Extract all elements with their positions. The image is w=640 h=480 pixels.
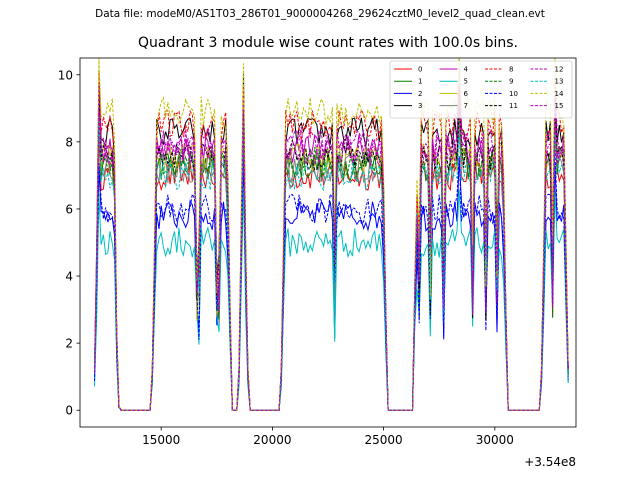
legend-label-13: 13 <box>555 78 564 86</box>
y-tick-label: 8 <box>65 135 73 149</box>
y-tick-label: 2 <box>65 337 73 351</box>
legend-box <box>389 60 573 119</box>
plot-area <box>94 58 569 411</box>
legend-label-3: 3 <box>418 102 422 110</box>
series-line-13 <box>94 117 569 411</box>
x-offset-label: +3.54e8 <box>524 455 576 469</box>
series-line-2 <box>94 158 569 411</box>
y-tick-label: 10 <box>58 68 73 82</box>
legend-label-4: 4 <box>464 66 469 74</box>
series-line-7 <box>94 113 569 411</box>
series-line-12 <box>94 83 569 411</box>
y-tick-label: 4 <box>65 270 73 284</box>
legend-label-8: 8 <box>509 66 513 74</box>
legend-label-7: 7 <box>464 102 468 110</box>
series-line-6 <box>94 100 569 411</box>
legend-label-1: 1 <box>418 78 422 86</box>
chart-title: Quadrant 3 module wise count rates with … <box>138 35 518 51</box>
legend-label-9: 9 <box>509 78 513 86</box>
legend-label-10: 10 <box>509 90 518 98</box>
series-line-8 <box>94 67 569 411</box>
series-line-15 <box>94 98 569 411</box>
series-line-5 <box>94 186 569 411</box>
legend-label-6: 6 <box>464 90 469 98</box>
legend-label-14: 14 <box>555 90 564 98</box>
legend-label-12: 12 <box>555 66 564 74</box>
series-line-9 <box>94 103 569 411</box>
y-tick-label: 6 <box>65 202 73 216</box>
x-tick-label: 20000 <box>253 433 291 447</box>
legend-label-5: 5 <box>464 78 468 86</box>
legend-label-0: 0 <box>418 66 422 74</box>
series-line-10 <box>94 149 569 411</box>
legend-label-11: 11 <box>509 102 518 110</box>
x-tick-label: 25000 <box>365 433 403 447</box>
legend-label-15: 15 <box>555 102 564 110</box>
chart-suptitle: Data file: modeM0/AS1T03_286T01_90000042… <box>95 8 545 20</box>
y-tick-label: 0 <box>65 404 73 418</box>
legend-label-2: 2 <box>418 90 422 98</box>
x-tick-label: 15000 <box>142 433 180 447</box>
x-tick-label: 30000 <box>476 433 514 447</box>
series-line-11 <box>94 96 569 411</box>
plot-frame <box>79 57 577 428</box>
